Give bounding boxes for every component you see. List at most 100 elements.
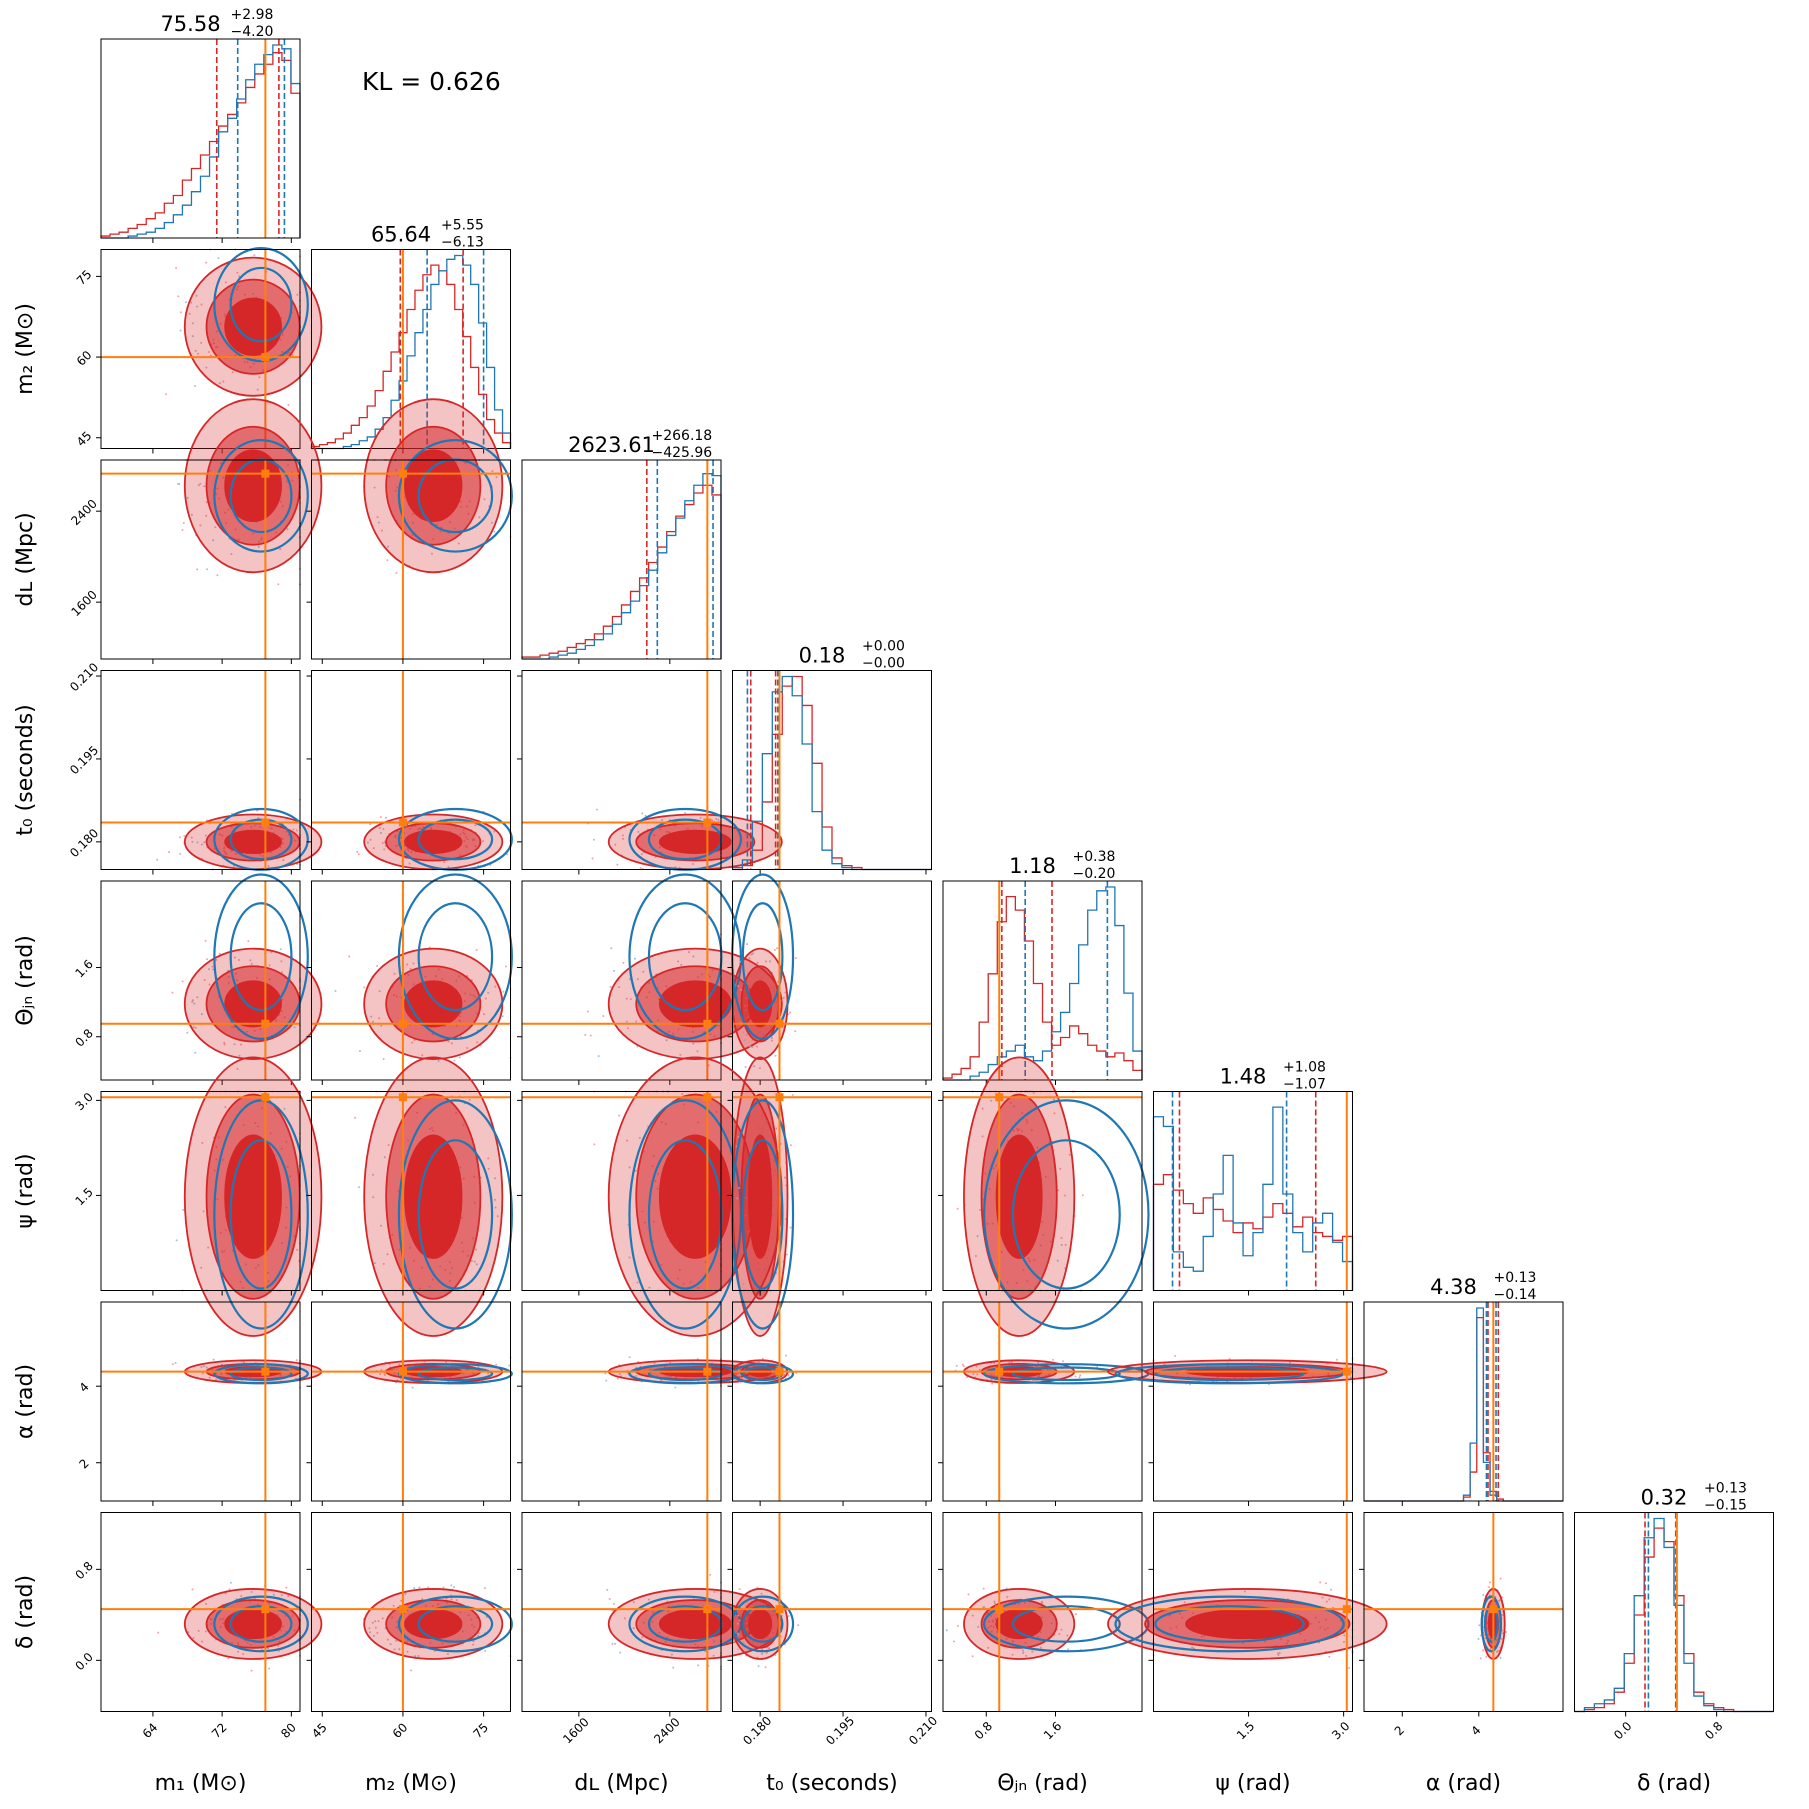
sample-point xyxy=(773,948,776,951)
y-tick-label: 0.8 xyxy=(72,1026,95,1049)
truth-marker xyxy=(261,1093,270,1102)
y-axis-label-m2: m₂ (M⊙) xyxy=(13,303,38,395)
sample-point xyxy=(282,859,285,862)
panel-m1-t0: 0.180 0.195 0.210 xyxy=(67,660,323,875)
sample-point xyxy=(205,514,208,517)
sample-point xyxy=(443,861,446,864)
sample-point xyxy=(165,393,168,396)
panel-m2-dl xyxy=(306,398,513,664)
sample-point xyxy=(224,281,227,284)
sample-point xyxy=(229,1581,232,1584)
sample-point xyxy=(194,349,197,352)
sample-point xyxy=(612,1602,615,1605)
sample-point xyxy=(222,380,225,383)
sample-point xyxy=(1479,1657,1482,1660)
sample-point xyxy=(395,572,398,575)
truth-marker xyxy=(703,1605,712,1614)
panel-psi-psi: 1.48 +1.08−1.07 xyxy=(1152,1060,1354,1296)
sample-point xyxy=(595,808,598,811)
sample-point xyxy=(377,521,380,524)
title-t0: 0.18 xyxy=(799,644,846,668)
sample-point xyxy=(738,1588,741,1591)
sample-point xyxy=(206,958,209,961)
sample-point xyxy=(380,529,383,532)
sample-point xyxy=(442,1586,445,1589)
sample-point xyxy=(382,1058,385,1061)
truth-marker xyxy=(398,1605,407,1614)
y-axis-label-theta: Θⱼₙ (rad) xyxy=(13,935,38,1026)
sample-point xyxy=(256,388,259,391)
sample-point xyxy=(1478,1624,1481,1627)
sample-point xyxy=(285,1586,288,1589)
sample-point xyxy=(757,1665,760,1668)
sample-point xyxy=(475,949,478,952)
y-axis-label-delta: δ (rad) xyxy=(13,1575,38,1649)
sample-point xyxy=(190,513,193,516)
panel-t0-theta xyxy=(727,873,932,1085)
sample-point xyxy=(177,482,180,485)
truth-marker xyxy=(398,469,407,478)
panel-m2-alpha xyxy=(306,1301,513,1506)
panel-theta-alpha xyxy=(938,1301,1150,1506)
sample-point xyxy=(450,1584,453,1587)
sample-point xyxy=(197,352,200,355)
sample-point xyxy=(214,526,217,529)
truth-marker xyxy=(398,1093,407,1102)
x-tick-label: 2 xyxy=(1392,1723,1407,1738)
sample-point xyxy=(1067,1648,1070,1651)
sample-point xyxy=(791,1093,794,1096)
density-contour-red xyxy=(224,449,282,523)
sample-point xyxy=(212,1358,215,1361)
sample-point xyxy=(194,385,197,388)
sample-point xyxy=(797,1624,800,1627)
sample-point xyxy=(171,1363,174,1366)
sample-point xyxy=(194,1051,197,1054)
sample-point xyxy=(218,382,221,385)
y-tick-label: 60 xyxy=(74,348,95,369)
sample-point xyxy=(493,830,496,833)
hist-blue-alpha xyxy=(1364,1307,1563,1502)
panel-theta-theta: 1.18 +0.38−0.20 xyxy=(942,849,1143,1085)
density-contour-red xyxy=(404,1608,463,1640)
sample-point xyxy=(504,965,507,968)
sample-point xyxy=(495,1363,498,1366)
sample-point xyxy=(168,851,171,854)
sample-point xyxy=(945,1629,948,1632)
panel-frame xyxy=(521,459,722,660)
sample-point xyxy=(1328,1655,1331,1658)
panel-alpha-alpha: 4.38 +0.13−0.14 xyxy=(1363,1270,1564,1506)
density-contour-red xyxy=(224,297,282,356)
sample-point xyxy=(171,991,174,994)
sample-point xyxy=(616,863,619,866)
hist-blue-m1 xyxy=(101,44,301,239)
title-theta: 1.18 xyxy=(1009,854,1056,878)
truth-marker xyxy=(703,1367,712,1376)
sample-point xyxy=(430,552,433,555)
sample-point xyxy=(586,1010,589,1013)
sample-point xyxy=(491,470,494,473)
sample-point xyxy=(1485,1655,1488,1658)
title-plus-dl: +266.18 xyxy=(652,428,713,444)
sample-point xyxy=(181,980,184,983)
kl-annotation: KL = 0.626 xyxy=(362,67,501,96)
sample-point xyxy=(181,528,184,531)
sample-point xyxy=(386,559,389,562)
sample-point xyxy=(358,1050,361,1053)
panel-psi-delta: 1.5 3.0 xyxy=(1107,1512,1388,1742)
x-axis-label-alpha: α (rad) xyxy=(1426,1771,1501,1796)
y-tick-label: 1.5 xyxy=(72,1185,95,1208)
sample-point xyxy=(183,834,186,837)
sample-point xyxy=(789,1011,792,1014)
sample-point xyxy=(196,841,199,844)
sample-point xyxy=(502,990,505,993)
sample-point xyxy=(203,841,206,844)
sample-point xyxy=(191,1588,194,1591)
y-axis-label-alpha: α (rad) xyxy=(13,1364,38,1439)
sample-point xyxy=(186,1031,189,1034)
sample-point xyxy=(501,1015,504,1018)
truth-marker xyxy=(398,1019,407,1028)
panel-frame xyxy=(1153,1301,1353,1502)
sample-point xyxy=(191,335,194,338)
sample-point xyxy=(179,311,182,314)
